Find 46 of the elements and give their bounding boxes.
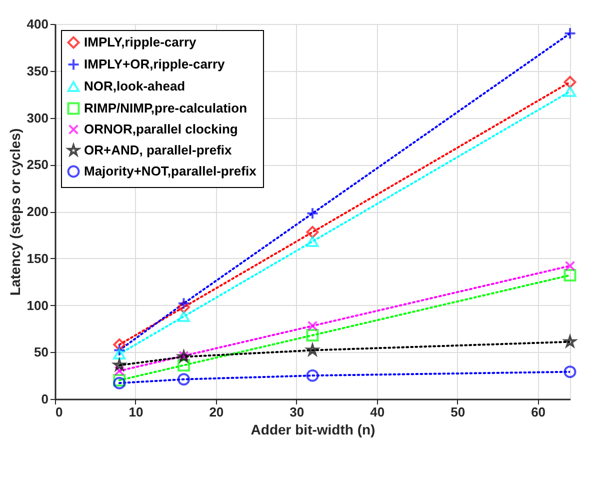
point [113,348,126,360]
point [564,260,576,272]
legend-label: Majority+NOT,parallel-prefix [84,164,258,178]
point [564,269,576,282]
point [306,226,319,238]
legend-label: ORNOR,parallel clocking [84,122,238,136]
x-tick-label: 20 [209,404,224,420]
point [306,329,319,342]
x-tick-label: 40 [370,404,385,420]
point [564,366,576,378]
y-tick-label: 100 [26,298,48,313]
point [178,359,190,372]
point [113,338,126,351]
x-axis-title: Adder bit-width (n) [250,422,376,438]
y-tick-label: 150 [26,250,48,266]
point [306,236,319,248]
y-tick-label: 350 [26,63,48,78]
x-tick-label: 0 [56,404,63,420]
x-tick-label: 60 [531,404,546,420]
point [178,373,190,386]
point [114,366,125,376]
legend-label: IMPLY,ripple-carry [84,34,198,50]
point [306,369,319,382]
point [564,86,576,98]
point [178,300,190,314]
x-tick-label: 30 [290,404,304,420]
legend-label: RIMP/NIMP,pre-calculation [84,100,248,116]
point [564,76,576,88]
y-tick-label: 400 [26,16,48,32]
point [178,310,190,322]
point [307,320,318,332]
point [178,297,190,310]
y-tick-label: 200 [26,204,48,219]
y-axis-title: Latency (steps or cycles) [6,128,23,296]
legend-label: IMPLY+OR,ripple-carry [84,56,226,72]
legend-label: NOR,look-ahead [84,78,186,94]
point [113,344,126,356]
point [113,374,126,386]
x-tick-label: 50 [450,404,466,420]
x-tick-label: 10 [128,404,144,420]
y-tick-label: 300 [26,110,48,126]
legend-label: OR+AND, parallel-prefix [84,142,233,158]
point [113,376,126,390]
y-tick-label: 250 [26,157,48,172]
y-tick-label: 0 [41,392,48,406]
y-tick-label: 50 [34,344,48,360]
